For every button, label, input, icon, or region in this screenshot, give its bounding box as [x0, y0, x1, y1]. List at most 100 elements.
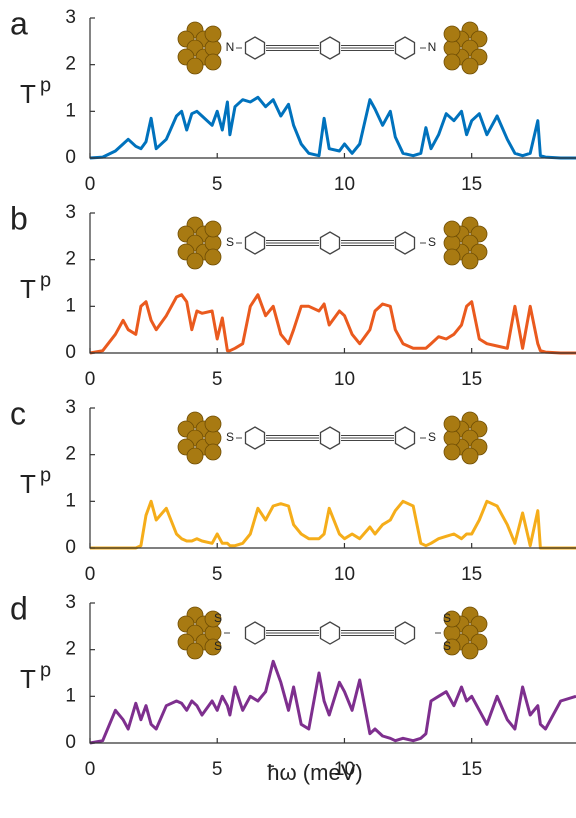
- y-tick-label: 0: [65, 147, 76, 168]
- x-tick-label: 15: [461, 369, 482, 390]
- y-tick-label: 1: [65, 295, 76, 316]
- benzene-ring: [244, 231, 266, 255]
- atom-label: S: [214, 611, 222, 625]
- atom-label: S: [226, 235, 234, 249]
- gold-atom: [443, 443, 461, 461]
- y-axis-label-subscript: p: [40, 464, 51, 486]
- gold-atom: [443, 220, 461, 238]
- x-tick-label: 0: [85, 369, 96, 390]
- gold-atom: [204, 443, 222, 461]
- y-tick-label: 3: [65, 202, 76, 223]
- y-axis-label-subscript: p: [40, 269, 51, 291]
- x-tick-label: 5: [212, 759, 223, 780]
- gold-atom: [461, 57, 479, 75]
- x-tick-label: 10: [334, 174, 355, 195]
- y-tick-label: 3: [65, 592, 76, 613]
- benzene-ring: [244, 621, 266, 645]
- atom-label: S: [214, 639, 222, 653]
- data-line: [89, 95, 576, 160]
- data-line: [90, 499, 576, 550]
- y-tick-label: 3: [65, 7, 76, 28]
- panel-label: d: [10, 590, 28, 626]
- gold-atom: [443, 39, 461, 57]
- x-tick-label: 5: [212, 174, 223, 195]
- y-axis-label: T: [20, 274, 36, 304]
- gold-atom: [186, 57, 204, 75]
- y-axis-label: T: [20, 79, 36, 109]
- gold-atom: [204, 638, 222, 656]
- y-tick-label: 1: [65, 490, 76, 511]
- atom-label: S: [428, 430, 436, 444]
- y-tick-label: 0: [65, 732, 76, 753]
- y-tick-label: 2: [65, 444, 76, 465]
- benzene-ring: [319, 621, 341, 645]
- y-axis-label-subscript: p: [40, 74, 51, 96]
- benzene-ring: [244, 36, 266, 60]
- y-tick-label: 2: [65, 54, 76, 75]
- gold-atom: [204, 220, 222, 238]
- gold-atom: [204, 39, 222, 57]
- atom-label: N: [226, 40, 235, 54]
- y-tick-label: 1: [65, 685, 76, 706]
- gold-atom: [186, 642, 204, 660]
- x-tick-label: 15: [461, 564, 482, 585]
- x-tick-label: 15: [461, 174, 482, 195]
- benzene-ring: [394, 36, 416, 60]
- y-axis-label-subscript: p: [40, 659, 51, 681]
- y-axis-label: T: [20, 469, 36, 499]
- x-tick-label: 15: [461, 759, 482, 780]
- panel-label: c: [10, 395, 26, 431]
- benzene-ring: [319, 231, 341, 255]
- x-tick-label: 0: [85, 174, 96, 195]
- gold-atom: [204, 53, 222, 71]
- y-tick-label: 3: [65, 397, 76, 418]
- y-tick-label: 1: [65, 100, 76, 121]
- x-axis-label: ħω (meV): [267, 760, 362, 785]
- y-tick-label: 0: [65, 537, 76, 558]
- atom-label: S: [443, 639, 451, 653]
- gold-atom: [443, 248, 461, 266]
- panel-label: b: [10, 200, 28, 236]
- x-tick-label: 10: [334, 564, 355, 585]
- gold-atom: [204, 610, 222, 628]
- benzene-ring: [394, 426, 416, 450]
- data-line: [89, 659, 576, 745]
- data-line: [89, 293, 576, 355]
- gold-atom: [443, 25, 461, 43]
- atom-label: N: [428, 40, 437, 54]
- gold-atom: [204, 248, 222, 266]
- atom-label: S: [226, 430, 234, 444]
- gold-atom: [443, 610, 461, 628]
- x-tick-label: 0: [85, 564, 96, 585]
- gold-atom: [204, 415, 222, 433]
- atom-label: S: [428, 235, 436, 249]
- x-tick-label: 10: [334, 759, 355, 780]
- x-tick-label: 10: [334, 369, 355, 390]
- x-tick-label: 0: [85, 759, 96, 780]
- y-axis-label: T: [20, 664, 36, 694]
- gold-atom: [461, 642, 479, 660]
- benzene-ring: [394, 231, 416, 255]
- gold-atom: [186, 252, 204, 270]
- y-tick-label: 2: [65, 639, 76, 660]
- benzene-ring: [319, 36, 341, 60]
- benzene-ring: [244, 426, 266, 450]
- gold-atom: [443, 415, 461, 433]
- gold-atom: [461, 252, 479, 270]
- y-tick-label: 2: [65, 249, 76, 270]
- gold-atom: [461, 447, 479, 465]
- benzene-ring: [394, 621, 416, 645]
- gold-atom: [443, 638, 461, 656]
- x-tick-label: 5: [212, 564, 223, 585]
- gold-atom: [443, 53, 461, 71]
- gold-atom: [204, 25, 222, 43]
- x-tick-label: 5: [212, 369, 223, 390]
- y-tick-label: 0: [65, 342, 76, 363]
- panel-label: a: [10, 5, 28, 41]
